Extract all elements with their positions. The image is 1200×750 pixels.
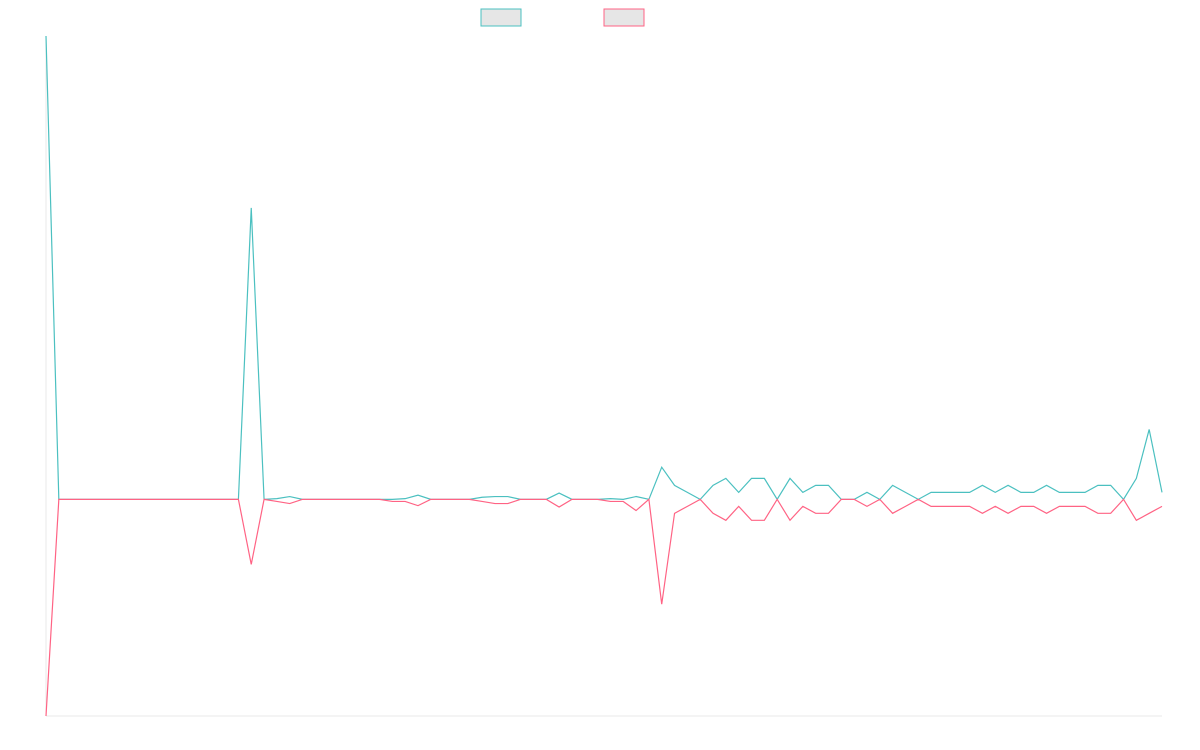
- series-line: [45, 498, 1163, 717]
- legend-swatch[interactable]: [480, 8, 522, 27]
- series-line: [45, 35, 1163, 501]
- legend-swatch[interactable]: [603, 8, 645, 27]
